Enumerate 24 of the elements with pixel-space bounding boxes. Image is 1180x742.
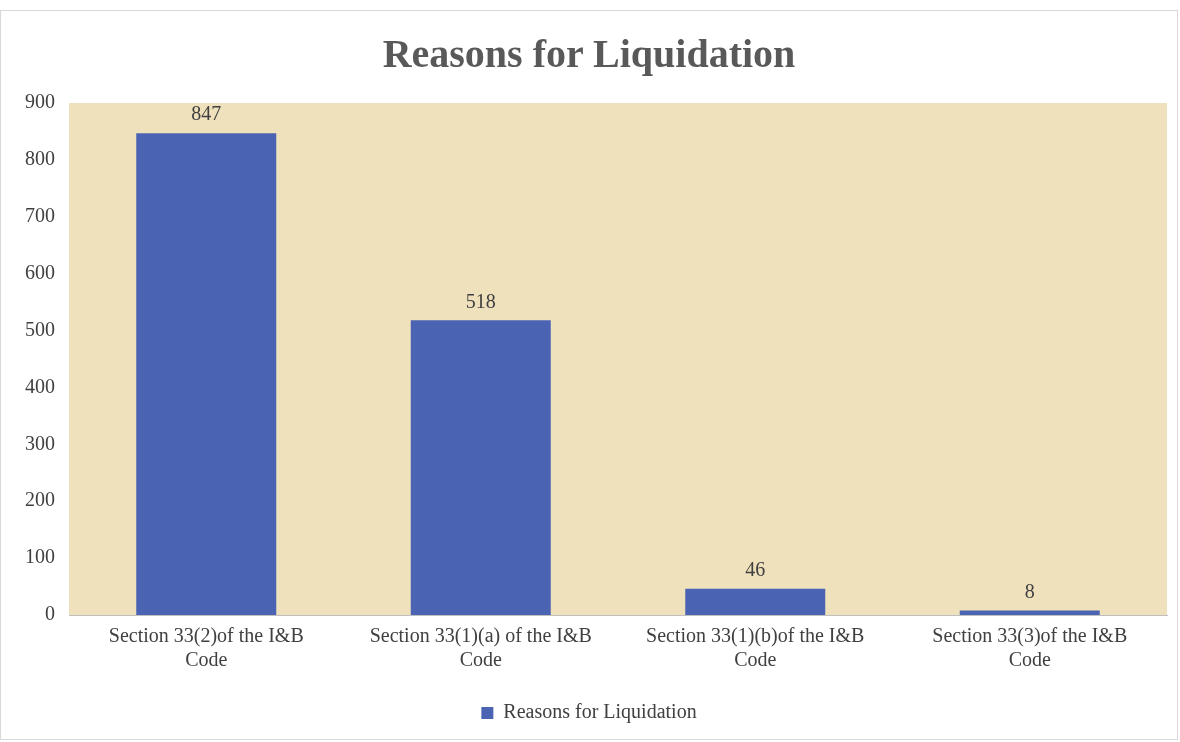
x-tick-label: Section 33(3)of the I&B Code	[932, 624, 1128, 671]
bar	[136, 133, 277, 615]
data-label: 8	[1024, 579, 1035, 602]
y-tick-label: 500	[25, 317, 55, 340]
y-tick-label: 800	[25, 147, 55, 170]
data-label: 847	[191, 102, 222, 125]
bar	[685, 588, 826, 615]
chart-title: Reasons for Liquidation	[382, 31, 796, 77]
y-tick-label: 700	[25, 204, 55, 227]
y-tick-label: 200	[25, 488, 55, 511]
y-tick-label: 600	[25, 260, 55, 283]
data-label: 518	[465, 289, 496, 312]
y-tick-label: 0	[45, 602, 55, 625]
y-tick-label: 100	[25, 545, 55, 568]
y-tick-label: 900	[25, 90, 55, 113]
data-label: 46	[745, 558, 766, 581]
x-tick-label: Section 33(1)(a) of the I&B Code	[369, 624, 592, 671]
x-tick-label: Section 33(1)(b)of the I&B Code	[646, 624, 865, 671]
bar	[410, 320, 551, 615]
y-tick-label: 300	[25, 431, 55, 454]
legend-label: Reasons for Liquidation	[503, 700, 697, 724]
x-tick-label: Section 33(2)of the I&B Code	[108, 624, 304, 671]
y-tick-label: 400	[25, 374, 55, 397]
bar	[959, 610, 1100, 615]
